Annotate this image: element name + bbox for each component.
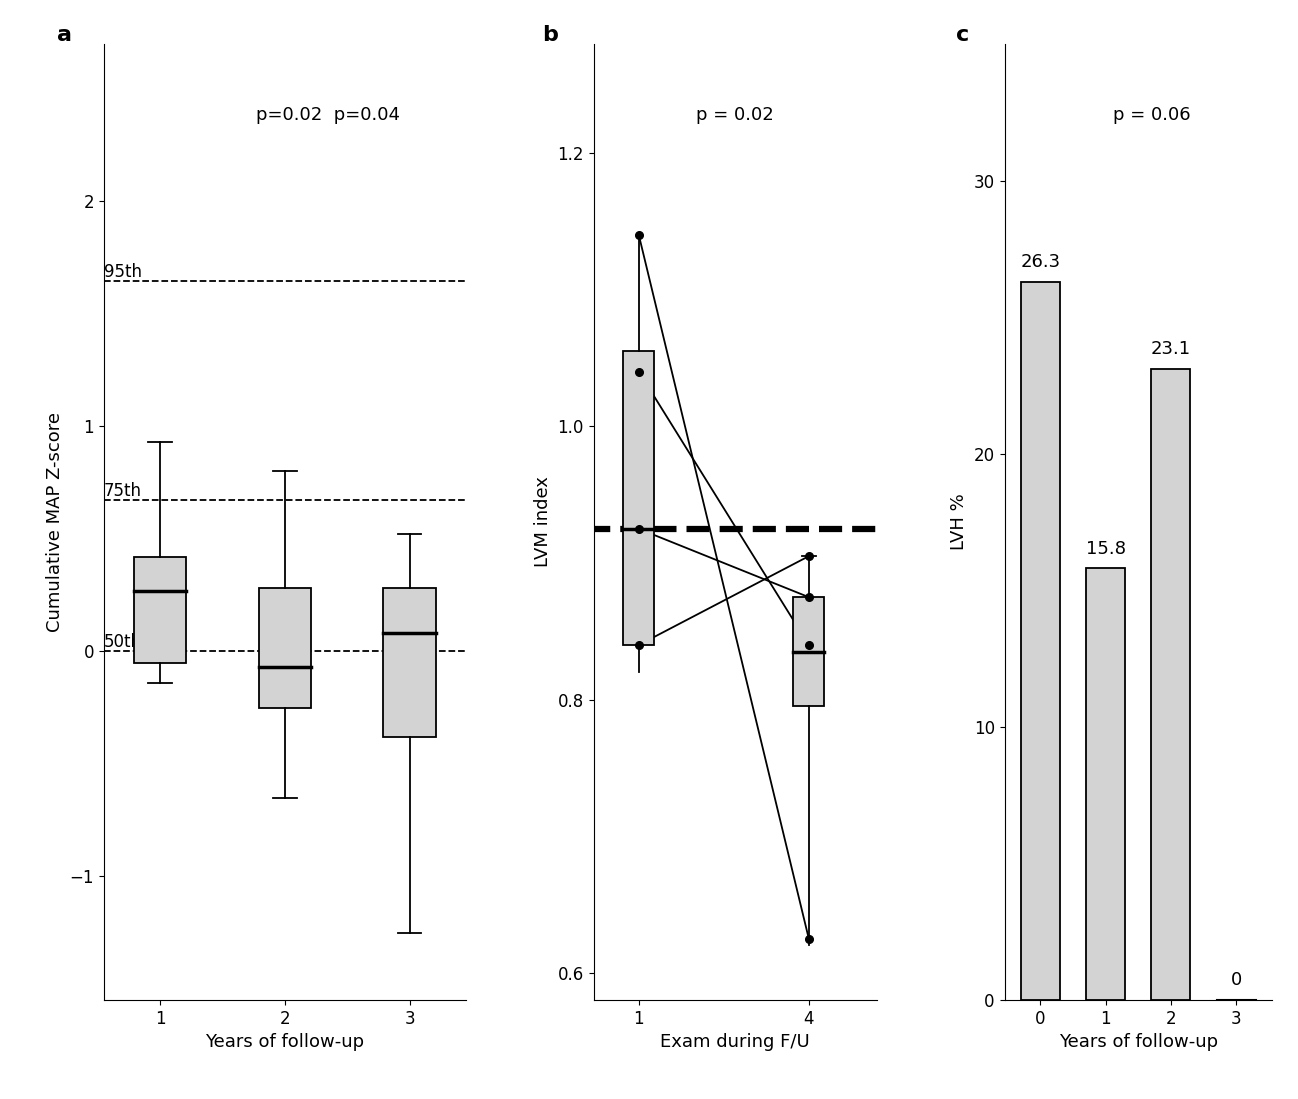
X-axis label: Exam during F/U: Exam during F/U <box>661 1033 810 1052</box>
Text: p = 0.02: p = 0.02 <box>696 107 774 124</box>
Text: c: c <box>957 25 970 45</box>
Text: 26.3: 26.3 <box>1020 253 1060 270</box>
Y-axis label: LVM index: LVM index <box>533 477 552 567</box>
Bar <box>258 588 312 708</box>
X-axis label: Years of follow-up: Years of follow-up <box>205 1033 365 1052</box>
Text: b: b <box>543 25 558 45</box>
X-axis label: Years of follow-up: Years of follow-up <box>1059 1033 1218 1052</box>
Bar <box>623 352 654 645</box>
Bar <box>793 597 824 707</box>
Bar <box>1151 369 1190 1000</box>
Y-axis label: Cumulative MAP Z-score: Cumulative MAP Z-score <box>45 412 64 632</box>
Text: 15.8: 15.8 <box>1085 540 1125 557</box>
Bar <box>1086 568 1125 1000</box>
Text: 75th: 75th <box>104 481 141 500</box>
Text: 23.1: 23.1 <box>1151 340 1192 358</box>
Text: 50th: 50th <box>104 633 141 652</box>
Y-axis label: LVH %: LVH % <box>950 493 968 551</box>
Bar <box>134 557 186 663</box>
Bar <box>383 588 436 736</box>
Bar <box>1020 281 1060 1000</box>
Text: a: a <box>57 25 71 45</box>
Text: 0: 0 <box>1231 972 1242 989</box>
Text: 95th: 95th <box>104 264 141 281</box>
Text: p=0.02  p=0.04: p=0.02 p=0.04 <box>256 107 400 124</box>
Text: p = 0.06: p = 0.06 <box>1112 107 1190 124</box>
